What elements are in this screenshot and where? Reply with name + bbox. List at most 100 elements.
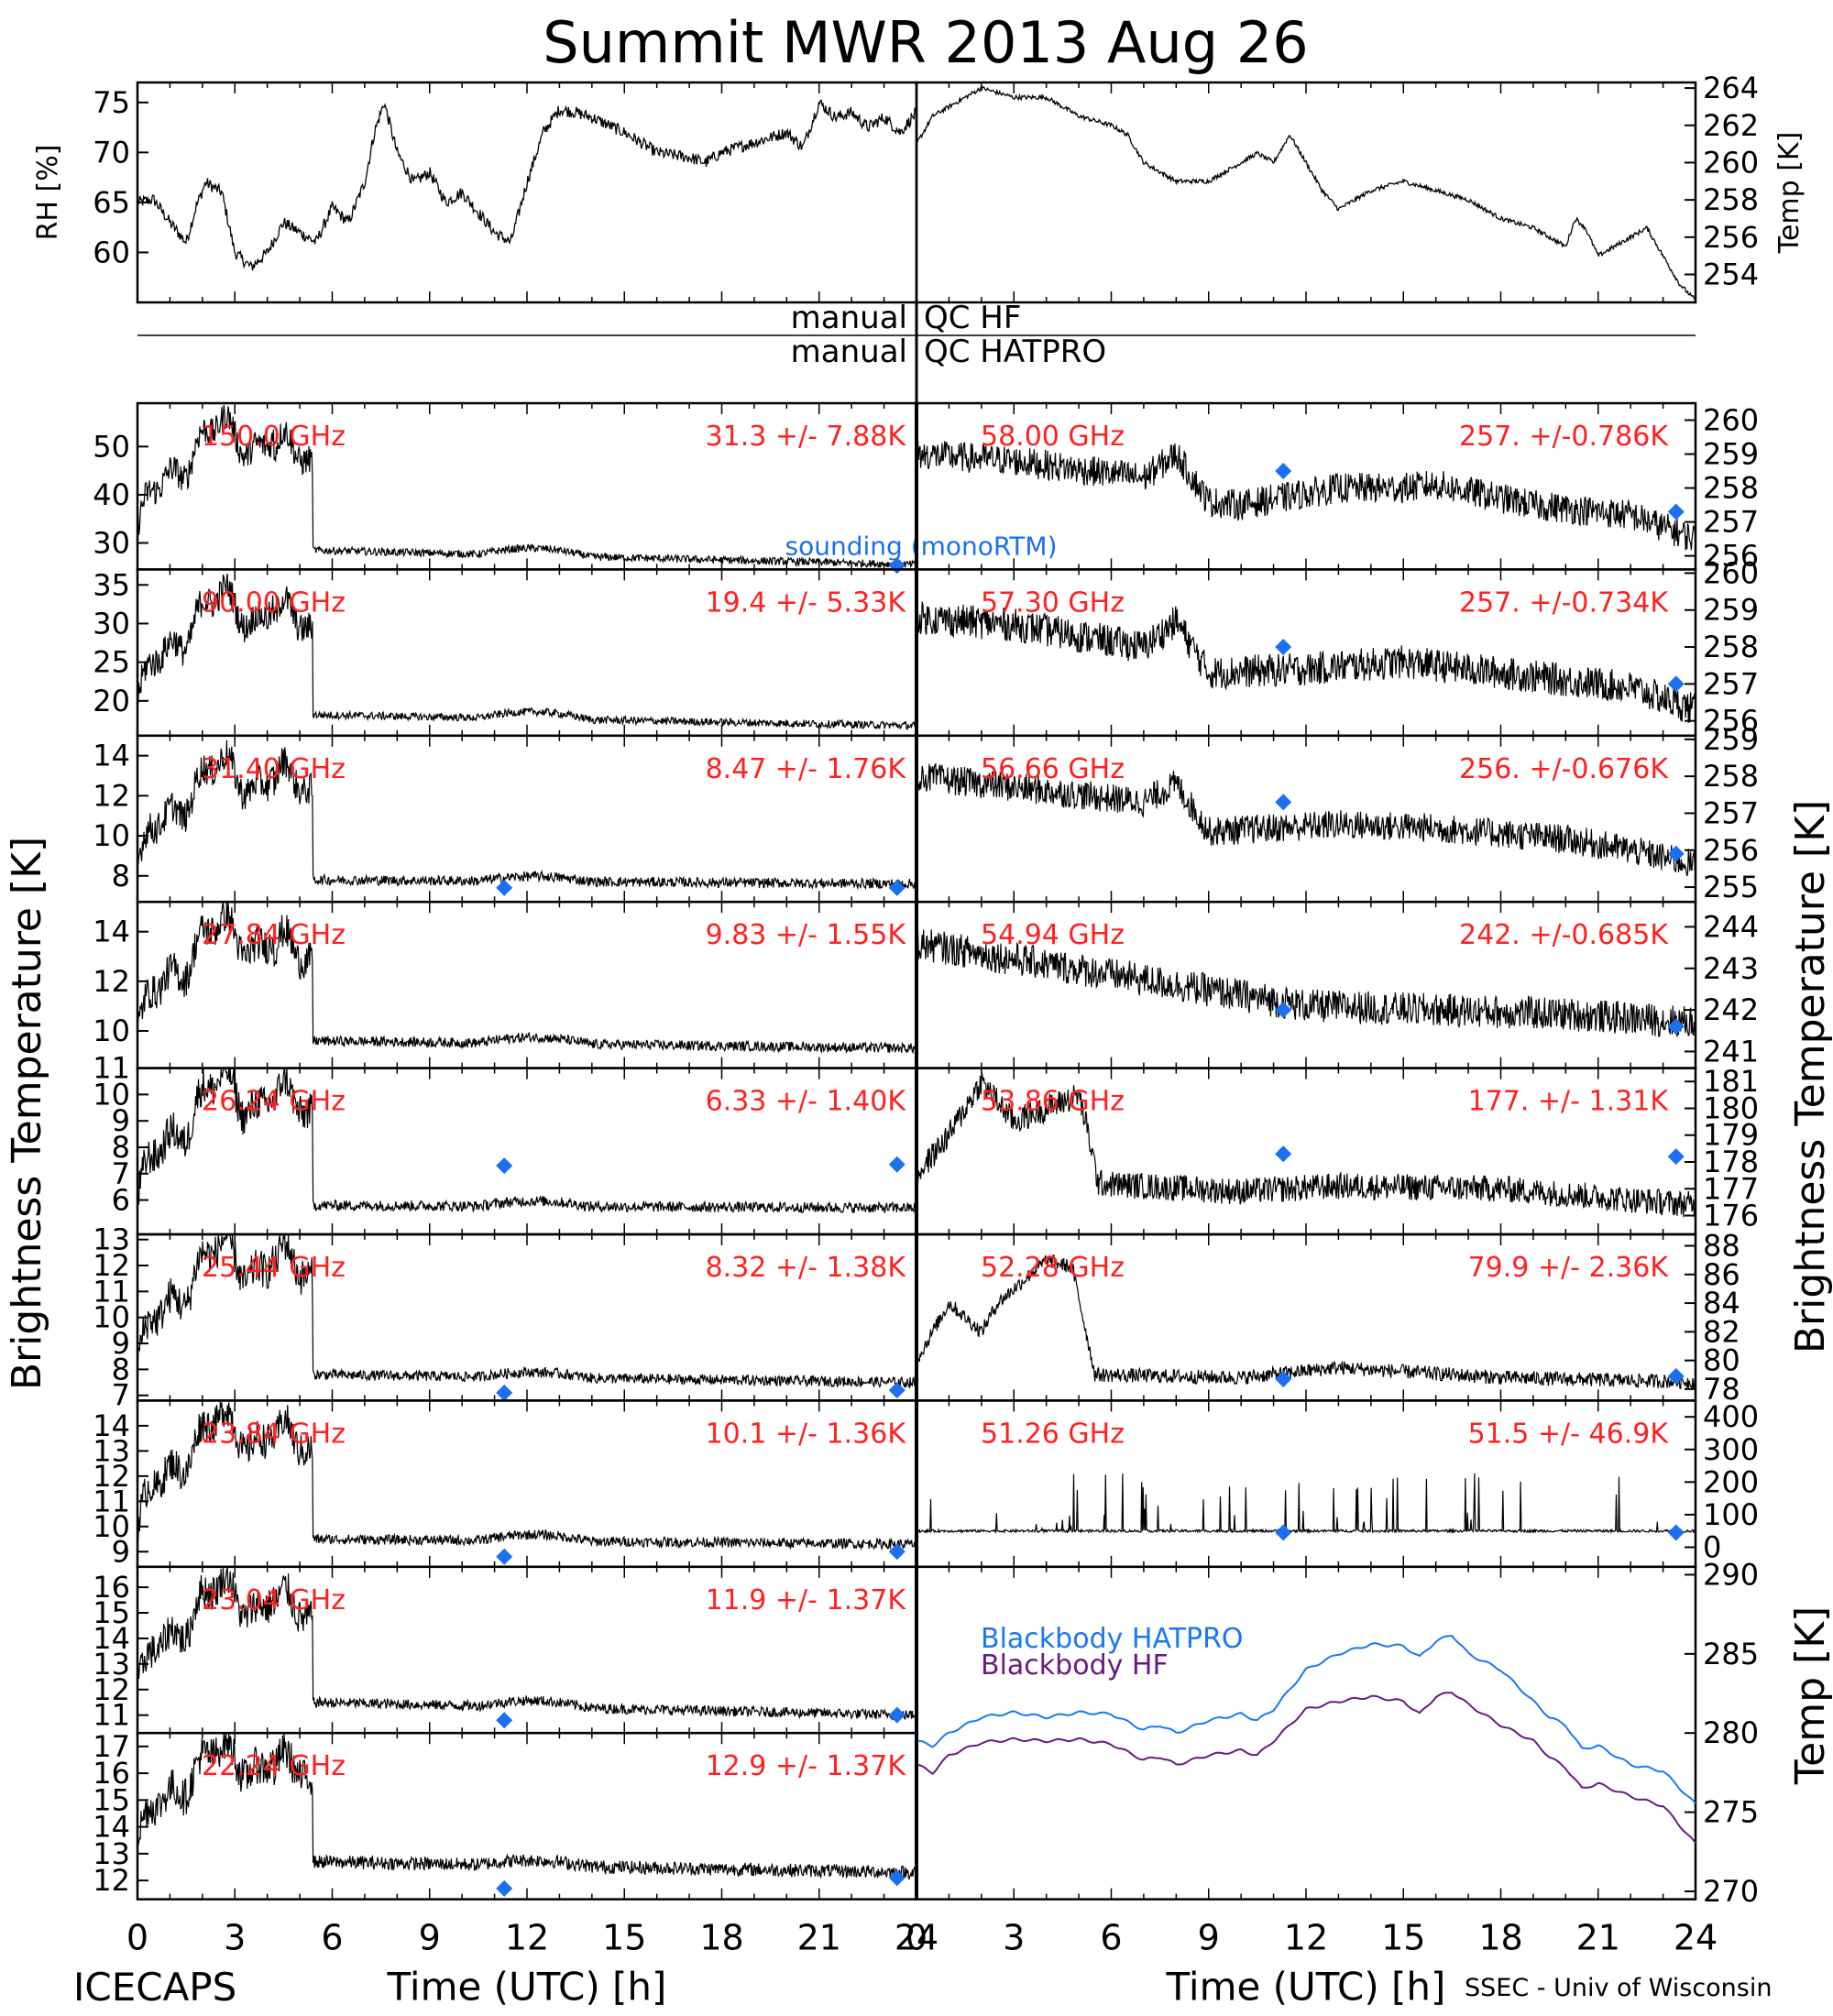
- right-channel-ytick-label: 82: [1703, 1314, 1740, 1349]
- left-channel-ytick-label: 13: [93, 1836, 130, 1871]
- left-channel-trace: [137, 573, 917, 730]
- blackbody-ytick-label: 275: [1703, 1795, 1759, 1830]
- time-axes: 0 3 6 9 12 15 18 21 24 Time (UTC) [h] 0 3 6 9 12 15 18 21…: [126, 403, 1718, 2010]
- right-channel-ytick-label: 244: [1703, 909, 1759, 944]
- left-channel-trace: [137, 740, 917, 891]
- right-channel-ytick-label: 177: [1703, 1171, 1759, 1206]
- left-channel-ytick-label: 20: [93, 684, 130, 718]
- left-channel-ytick-label: 11: [93, 1698, 130, 1733]
- right-channel-ytick-label: 179: [1703, 1118, 1759, 1153]
- right-channel-ytick-label: 260: [1703, 403, 1759, 438]
- sounding-marker: [496, 1548, 513, 1565]
- footer-right: SSEC - Univ of Wisconsin: [1465, 1974, 1772, 2002]
- right-axis-title: Brightness Temperature [K]: [1787, 800, 1833, 1353]
- blackbody-panel: 270 275 280 285 290 Blackbody HATPROBlackbody…: [915, 1557, 1759, 1909]
- left-channel-ytick-label: 12: [93, 1459, 130, 1494]
- left-channel-panel: 20 25 30 35 90.00 GHz 19.4 +/- 5.33K: [93, 567, 918, 738]
- sounding-marker: [1275, 463, 1292, 480]
- right-channel-freq-label: 54.94 GHz: [981, 919, 1125, 951]
- left-channel-ytick-label: 16: [93, 1570, 130, 1605]
- sounding-marker: [888, 879, 906, 896]
- sounding-marker: [1667, 1524, 1685, 1541]
- left-channel-ytick-label: 12: [93, 964, 130, 999]
- right-channel-ytick-label: 258: [1703, 471, 1759, 506]
- rh-ylabel: RH [%]: [32, 145, 64, 241]
- temp-ytick-label: 258: [1703, 182, 1759, 217]
- left-channel-ytick-label: 9: [112, 1534, 130, 1569]
- sounding-marker: [888, 1869, 906, 1887]
- right-channel-freq-label: 52.28 GHz: [981, 1252, 1125, 1284]
- qc-manual-label: manual: [791, 334, 907, 370]
- left-channel-freq-label: 25.44 GHz: [202, 1252, 346, 1284]
- left-channel-ytick-label: 13: [93, 1433, 130, 1468]
- left-channel-ytick-label: 10: [93, 818, 130, 853]
- left-channel-ytick-label: 9: [112, 1103, 130, 1138]
- right-channel-trace: [916, 762, 1696, 877]
- blackbody-hf-legend: Blackbody HF: [981, 1649, 1169, 1682]
- temp-ytick-label: 262: [1703, 108, 1759, 143]
- right-channel-stats-label: 177. +/- 1.31K: [1468, 1086, 1670, 1118]
- left-channel-ytick-label: 14: [93, 739, 130, 773]
- right-channel-ytick-label: 256: [1703, 539, 1759, 574]
- left-channel-freq-label: 23.84 GHz: [202, 1418, 346, 1450]
- rh-ytick-label: 70: [93, 135, 130, 170]
- right-channel-ytick-label: 242: [1703, 992, 1759, 1027]
- left-channel-trace: [137, 902, 917, 1055]
- blackbody-hf-line: [916, 1692, 1696, 1844]
- right-channel-panel: 241 242 243 244 54.94 GHz 242. +/-0.685K: [915, 900, 1759, 1069]
- right-channel-stats-label: 51.5 +/- 46.9K: [1468, 1418, 1670, 1450]
- temp-ytick-label: 254: [1703, 257, 1759, 291]
- time-axis-label: Time (UTC) [h]: [1166, 1965, 1446, 2010]
- left-channel-column: 30 40 50 150.0 GHz 31.3 +/- 7.88K sounding (m…: [93, 401, 1058, 1901]
- right-channel-ytick-label: 200: [1703, 1464, 1759, 1499]
- time-tick-label: 3: [224, 1918, 246, 1958]
- right-channel-ytick-label: 259: [1703, 722, 1759, 757]
- right-channel-ytick-label: 257: [1703, 666, 1759, 701]
- left-channel-stats-label: 9.83 +/- 1.55K: [706, 919, 907, 951]
- qc-manual-label: manual: [791, 300, 907, 336]
- right-channel-trace: [916, 1071, 1696, 1218]
- right-channel-ytick-label: 257: [1703, 795, 1759, 830]
- sounding-marker: [496, 1879, 513, 1897]
- left-channel-ytick-label: 12: [93, 778, 130, 813]
- blackbody-ytick-label: 270: [1703, 1874, 1759, 1909]
- time-tick-label: 6: [1100, 1918, 1122, 1958]
- left-channel-trace: [137, 1401, 917, 1551]
- left-channel-freq-label: 26.24 GHz: [202, 1086, 346, 1118]
- sounding-marker: [1275, 1002, 1292, 1019]
- sounding-marker: [1275, 1524, 1292, 1541]
- left-channel-trace: [137, 1233, 917, 1389]
- left-channel-stats-label: 8.47 +/- 1.76K: [706, 753, 907, 785]
- left-channel-ytick-label: 35: [93, 567, 130, 602]
- sounding-marker: [496, 1712, 513, 1729]
- time-tick-label: 0: [906, 1918, 927, 1958]
- right-channel-ytick-label: 300: [1703, 1432, 1759, 1467]
- time-tick-label: 12: [1284, 1918, 1328, 1958]
- left-channel-ytick-label: 40: [93, 477, 130, 512]
- left-channel-ytick-label: 30: [93, 525, 130, 560]
- blackbody-hatpro-line: [916, 1635, 1696, 1804]
- sounding-marker: [1275, 639, 1292, 656]
- sounding-marker: [888, 1543, 906, 1561]
- qc-strip: manual QC HF manual QC HATPRO: [137, 300, 1696, 403]
- left-channel-ytick-label: 11: [93, 1484, 130, 1518]
- left-channel-freq-label: 22.24 GHz: [202, 1750, 346, 1782]
- right-channel-ytick-label: 84: [1703, 1286, 1740, 1320]
- sounding-marker: [888, 1382, 906, 1399]
- right-channel-stats-label: 256. +/-0.676K: [1459, 753, 1669, 785]
- time-tick-label: 9: [419, 1918, 441, 1958]
- right-channel-ytick-label: 256: [1703, 833, 1759, 868]
- left-channel-ytick-label: 15: [93, 1595, 130, 1630]
- blackbody-hatpro-legend: Blackbody HATPRO: [981, 1623, 1244, 1655]
- left-channel-ytick-label: 30: [93, 606, 130, 641]
- left-channel-ytick-label: 14: [93, 1810, 130, 1845]
- sounding-marker: [1275, 1145, 1292, 1163]
- left-channel-ytick-label: 16: [93, 1756, 130, 1791]
- sounding-marker: [1275, 1370, 1292, 1387]
- left-channel-ytick-label: 15: [93, 1782, 130, 1817]
- left-channel-stats-label: 10.1 +/- 1.36K: [706, 1418, 907, 1450]
